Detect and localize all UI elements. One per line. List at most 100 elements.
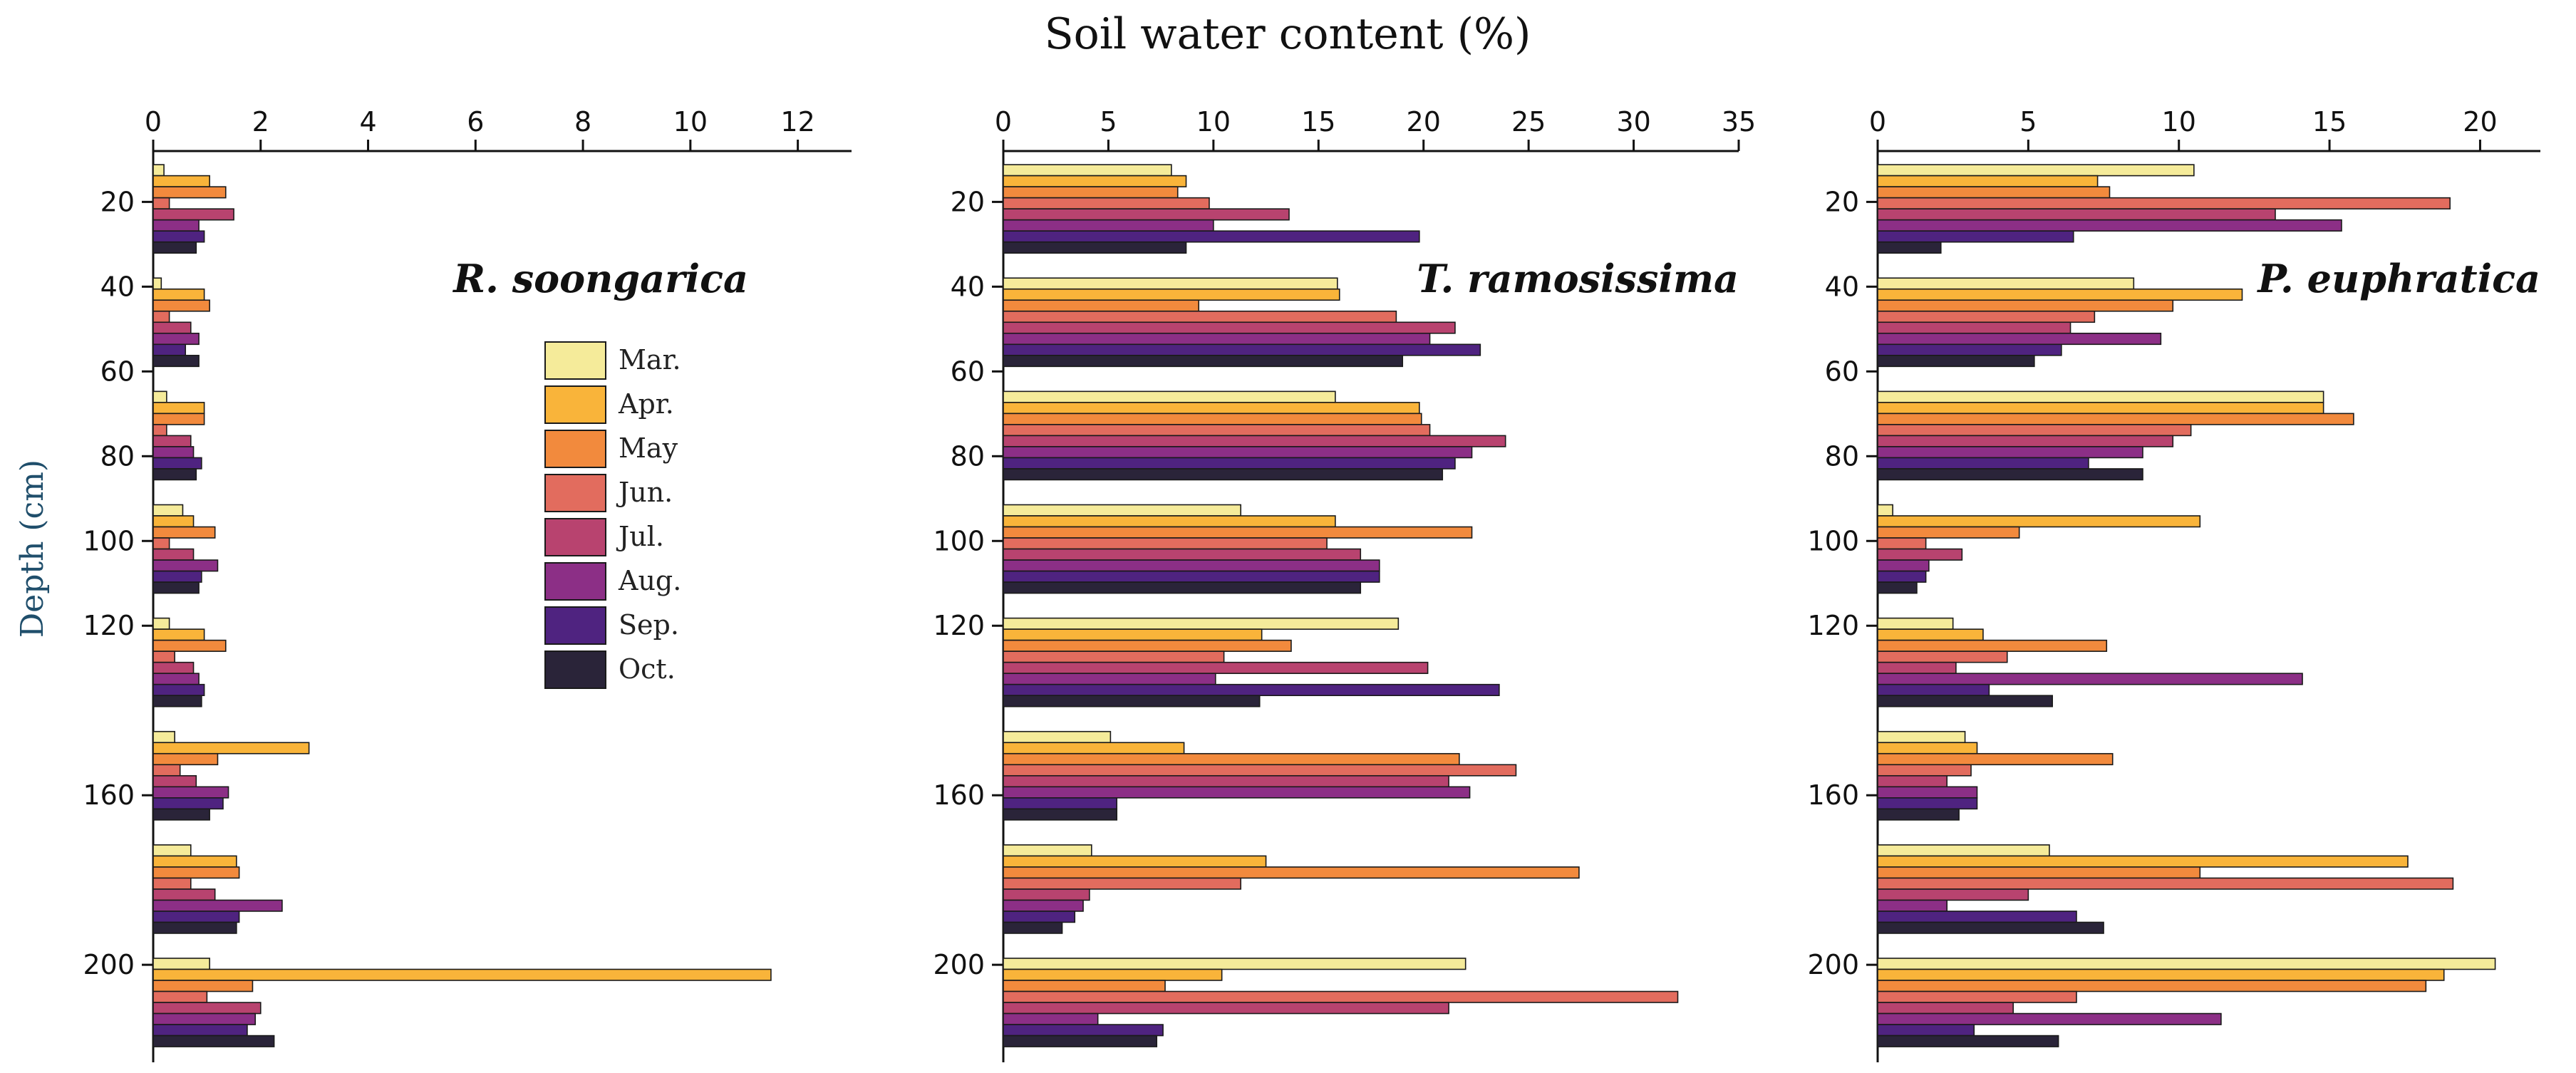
bar-jun-depth-200: [1877, 990, 2077, 1003]
x-tick-label: 30: [1616, 106, 1650, 138]
bar-apr-depth-100: [152, 628, 205, 641]
x-tick-label: 12: [780, 106, 814, 138]
bar-jun-depth-100: [1877, 650, 2008, 663]
bar-sep-depth-100: [152, 683, 205, 696]
bar-may-depth-200: [152, 980, 254, 992]
bar-may-depth-80: [152, 526, 216, 539]
bar-apr-depth-40: [1877, 288, 2243, 301]
bar-apr-depth-20: [1877, 175, 2099, 187]
bar-oct-depth-200: [1003, 1035, 1158, 1047]
bar-jun-depth-120: [1003, 764, 1517, 777]
bar-jun-depth-80: [1877, 537, 1927, 550]
bar-jul-depth-100: [152, 661, 195, 674]
bar-aug-depth-160: [152, 899, 283, 912]
y-tick-label: 160: [83, 779, 135, 811]
legend-swatch: [544, 606, 606, 645]
bar-sep-depth-80: [1877, 570, 1927, 583]
bar-apr-depth-120: [1003, 742, 1185, 755]
x-tick-label: 0: [145, 106, 162, 138]
legend-swatch: [544, 650, 606, 689]
bar-jun-depth-60: [152, 424, 167, 437]
y-tick-label: 40: [1825, 271, 1859, 302]
bar-jul-depth-120: [1003, 774, 1449, 788]
panel-title: P. euphratica: [2256, 256, 2540, 301]
bar-sep-depth-40: [1877, 343, 2062, 356]
bar-apr-depth-60: [152, 402, 205, 415]
bar-sep-depth-160: [1877, 911, 2077, 923]
bar-sep-depth-20: [1877, 230, 2074, 243]
legend-label: May: [619, 432, 678, 464]
bar-oct-depth-100: [1003, 695, 1261, 707]
bar-may-depth-40: [1877, 299, 2174, 312]
bar-aug-depth-120: [152, 786, 229, 799]
bar-aug-depth-200: [152, 1012, 257, 1025]
x-tick-label: 20: [1407, 106, 1441, 138]
legend-swatch: [544, 385, 606, 424]
bar-jun-depth-100: [152, 650, 175, 663]
bar-jul-depth-120: [1877, 774, 1948, 788]
bar-may-depth-160: [1877, 866, 2201, 879]
bar-may-depth-60: [1877, 413, 2354, 425]
bar-jun-depth-120: [1877, 764, 1972, 777]
bar-apr-depth-160: [1877, 855, 2409, 868]
bar-jun-depth-200: [1003, 990, 1679, 1003]
bar-aug-depth-40: [1003, 332, 1431, 346]
figure-title: Soil water content (%): [1045, 9, 1531, 59]
bar-aug-depth-120: [1877, 786, 1978, 799]
bar-jun-depth-60: [1003, 424, 1431, 437]
bar-oct-depth-160: [152, 921, 237, 934]
bar-mar-depth-160: [1877, 844, 2050, 857]
y-tick-label: 20: [1825, 186, 1859, 217]
bar-jun-depth-40: [1877, 310, 2096, 323]
bar-apr-depth-40: [1003, 288, 1340, 301]
bar-aug-depth-40: [152, 332, 200, 346]
bar-jul-depth-60: [1877, 435, 2174, 447]
bar-jul-depth-60: [152, 435, 192, 447]
bar-sep-depth-100: [1003, 683, 1500, 696]
y-tick-label: 160: [933, 779, 985, 811]
bar-apr-depth-80: [1003, 515, 1336, 528]
bar-mar-depth-160: [152, 844, 192, 857]
bar-jul-depth-200: [152, 1002, 262, 1015]
bar-sep-depth-120: [1003, 797, 1118, 810]
bar-may-depth-120: [1877, 752, 2114, 766]
y-axis-label: Depth (cm): [14, 460, 51, 638]
bar-oct-depth-120: [1003, 808, 1118, 821]
bar-mar-depth-120: [1003, 730, 1112, 744]
bar-jul-depth-20: [1003, 208, 1290, 221]
bar-jul-depth-160: [152, 888, 216, 901]
x-tick-label: 2: [252, 106, 269, 138]
bar-sep-depth-160: [1003, 911, 1076, 923]
bar-jul-depth-120: [152, 774, 197, 788]
bar-sep-depth-60: [1877, 457, 2089, 470]
bar-may-depth-200: [1003, 980, 1166, 992]
bar-aug-depth-60: [1877, 446, 2143, 459]
bar-jul-depth-20: [152, 208, 234, 221]
bar-mar-depth-100: [1877, 617, 1954, 630]
legend-swatch: [544, 341, 606, 380]
bar-sep-depth-60: [1003, 457, 1456, 470]
bar-jun-depth-160: [1877, 877, 2454, 890]
x-tick-label: 15: [2312, 106, 2347, 138]
bar-sep-depth-80: [152, 570, 202, 583]
bar-jul-depth-160: [1877, 888, 2029, 901]
bar-jun-depth-100: [1003, 650, 1225, 663]
bar-aug-depth-120: [1003, 786, 1471, 799]
bar-sep-depth-120: [152, 797, 224, 810]
bar-apr-depth-40: [152, 288, 205, 301]
legend-swatch: [544, 562, 606, 601]
bar-oct-depth-200: [1877, 1035, 2059, 1047]
bar-jun-depth-80: [1003, 537, 1328, 550]
y-tick-label: 100: [83, 525, 135, 556]
bar-jul-depth-100: [1003, 661, 1429, 674]
bar-oct-depth-40: [1877, 355, 2035, 368]
bar-aug-depth-100: [1003, 673, 1216, 685]
bar-may-depth-40: [1003, 299, 1200, 312]
bar-may-depth-60: [1003, 413, 1422, 425]
bar-jun-depth-20: [152, 197, 170, 209]
bar-may-depth-80: [1003, 526, 1473, 539]
bar-oct-depth-60: [1877, 468, 2143, 481]
bar-oct-depth-120: [1877, 808, 1960, 821]
legend-label: Mar.: [619, 344, 681, 375]
bar-may-depth-100: [152, 639, 227, 652]
